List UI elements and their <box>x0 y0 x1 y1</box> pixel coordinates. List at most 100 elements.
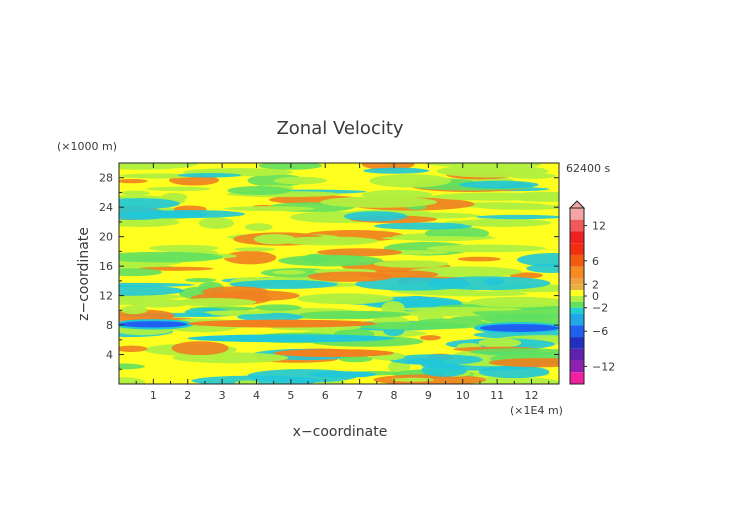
y-tick-label: 20 <box>99 231 113 244</box>
field-streak <box>173 298 257 307</box>
field-streak <box>119 282 195 287</box>
colorbar-level <box>570 337 584 349</box>
field-streak <box>223 206 315 212</box>
colorbar-level <box>570 307 584 314</box>
field-streak <box>254 304 302 311</box>
field-streak <box>317 248 403 257</box>
x-tick-label: 9 <box>425 389 432 402</box>
field-streak <box>374 222 473 230</box>
field-streak <box>127 298 192 308</box>
field-streak <box>320 196 438 208</box>
colorbar-level <box>570 372 584 384</box>
field-streak <box>381 301 405 315</box>
field-streak <box>431 192 559 201</box>
colorbar-extend-arrow <box>568 200 586 209</box>
y-axis-label: z−coordinate <box>76 227 92 321</box>
field-streak <box>426 244 546 253</box>
velocity-feature <box>119 321 188 328</box>
field-streak <box>338 355 373 363</box>
colorbar-level <box>570 254 584 267</box>
x-tick-label: 7 <box>356 389 363 402</box>
colorbar-tick-label: −2 <box>592 302 608 315</box>
colorbar-level <box>570 266 584 279</box>
velocity-feature <box>273 349 394 358</box>
colorbar-tick-label: 6 <box>592 255 599 268</box>
field-streak <box>237 312 304 322</box>
colorbar-level <box>570 360 584 373</box>
colorbar-tick-label: 12 <box>592 220 606 233</box>
y-unit-label: (×1000 m) <box>57 140 117 153</box>
field-streak <box>411 318 488 329</box>
field-streak <box>119 163 198 170</box>
field-streak <box>161 192 188 202</box>
field-streak <box>146 186 211 192</box>
field-streak <box>119 377 146 384</box>
field-streak <box>119 268 163 277</box>
field-streak <box>272 269 306 275</box>
colorbar-level <box>570 243 584 255</box>
field-streak <box>373 260 449 268</box>
field-streak <box>509 272 543 279</box>
field-streak <box>469 296 559 308</box>
field-streak <box>397 307 522 312</box>
colorbar-level <box>570 325 584 338</box>
field-streak <box>119 363 145 370</box>
field-streak <box>204 310 276 315</box>
field-streak <box>462 220 516 227</box>
field-streak <box>388 354 483 366</box>
colorbar-tick-label: 2 <box>592 278 599 291</box>
colorbar-level <box>570 348 584 361</box>
field-streak <box>469 348 559 356</box>
colorbar-level <box>570 278 584 285</box>
field-streak <box>369 174 452 188</box>
field-streak <box>244 223 273 231</box>
field-streak <box>223 251 277 265</box>
heatmap-plot-area <box>119 163 559 384</box>
field-streak <box>478 337 522 348</box>
y-tick-label: 16 <box>99 260 113 273</box>
chart-title: Zonal Velocity <box>276 118 403 139</box>
field-streak <box>381 236 496 241</box>
field-streak <box>343 211 408 222</box>
field-streak <box>436 164 549 178</box>
field-streak <box>421 363 468 377</box>
colorbar-tick-label: 0 <box>592 290 599 303</box>
field-streak <box>119 173 197 179</box>
x-tick-label: 10 <box>456 389 470 402</box>
x-tick-label: 4 <box>253 389 260 402</box>
field-streak <box>457 256 501 262</box>
field-streak <box>119 285 184 296</box>
field-streak <box>517 253 559 267</box>
field-streak <box>233 247 276 252</box>
field-streak <box>298 310 411 319</box>
colorbar-tick-label: −6 <box>592 325 608 338</box>
field-streak <box>459 180 539 189</box>
field-streak <box>488 358 559 368</box>
velocity-feature <box>187 319 377 328</box>
colorbar-level <box>570 208 584 220</box>
field-streak <box>273 176 327 185</box>
field-streak <box>426 276 551 291</box>
colorbar-tick-label: −12 <box>592 360 615 373</box>
field-streak <box>424 163 526 168</box>
field-streak <box>397 295 435 310</box>
field-streak <box>227 186 292 196</box>
colorbar-level <box>570 296 584 302</box>
field-streak <box>278 254 384 267</box>
field-streak <box>119 345 148 352</box>
field-streak <box>234 380 259 384</box>
field-streak <box>119 198 180 210</box>
field-streak <box>119 251 223 263</box>
field-streak <box>478 365 550 379</box>
field-streak <box>171 341 229 356</box>
x-tick-label: 2 <box>184 389 191 402</box>
velocity-field <box>119 163 559 384</box>
velocity-feature <box>479 324 559 332</box>
field-streak <box>119 217 180 228</box>
field-streak <box>258 163 323 170</box>
plot-frame <box>118 162 560 385</box>
field-streak <box>483 313 559 326</box>
colorbar-level <box>570 313 584 326</box>
field-streak <box>149 244 219 252</box>
